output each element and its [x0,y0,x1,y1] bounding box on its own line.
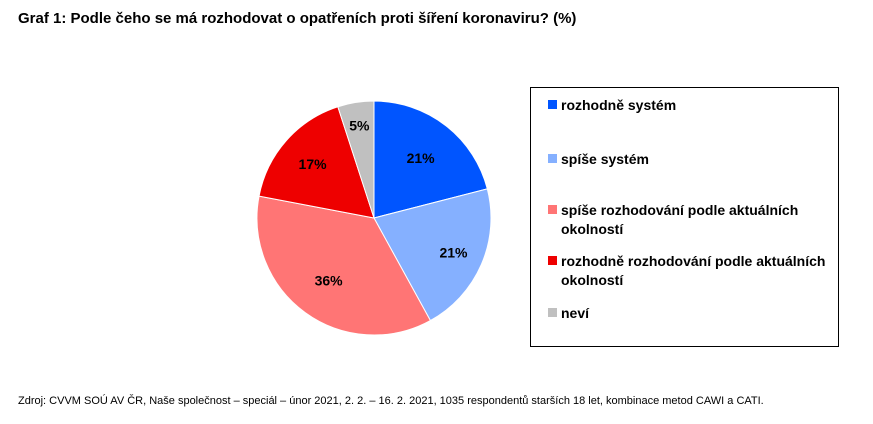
legend-item-nevi: neví [548,304,831,323]
source-note: Zdroj: CVVM SOÚ AV ČR, Naše společnost –… [18,395,764,407]
pie-slice-rozhodne-okolnosti [258,106,375,219]
legend-item-rozhodne-system: rozhodně systém [548,96,831,115]
legend-label: spíše systém [561,151,649,167]
legend-label: rozhodně systém [561,97,677,113]
data-label-nevi: 5% [349,118,370,134]
chart-legend: rozhodně systém spíše systém spíše rozho… [530,87,839,347]
legend-label: neví [561,305,590,321]
legend-item-spise-system: spíše systém [548,150,831,169]
legend-swatch [548,308,557,317]
legend-label: spíše rozhodování podle aktuálních okoln… [561,202,799,237]
legend-item-spise-okolnosti: spíše rozhodování podle aktuálních okoln… [548,201,831,239]
pie-slice-nevi [337,100,375,219]
legend-swatch [548,154,557,163]
chart-title: Graf 1: Podle čeho se má rozhodovat o op… [18,10,577,27]
legend-swatch [548,100,557,109]
data-label-rozhodne-system: 21% [407,150,436,166]
data-label-spise-okolnosti: 36% [315,272,344,288]
legend-swatch [548,256,557,265]
pie-slice-rozhodne-system [373,100,488,219]
pie-slice-spise-okolnosti [256,195,432,336]
data-label-spise-system: 21% [439,244,468,260]
pie-slice-spise-system [373,188,492,322]
data-label-rozhodne-okolnosti: 17% [299,156,328,172]
legend-item-rozhodne-okolnosti: rozhodně rozhodování podle aktuálních ok… [548,252,831,290]
legend-swatch [548,205,557,214]
legend-label: rozhodně rozhodování podle aktuálních ok… [561,253,826,288]
